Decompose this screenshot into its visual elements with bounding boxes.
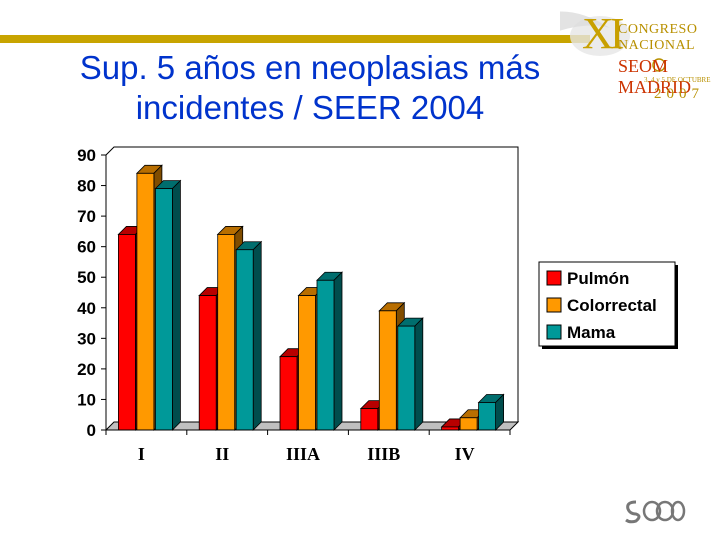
logo-line-seom: SEOM MADRID bbox=[618, 56, 692, 97]
x-axis: I II IIIA IIIB IV bbox=[105, 429, 511, 464]
bar-group bbox=[117, 164, 505, 431]
legend-swatch bbox=[546, 324, 562, 340]
bar bbox=[396, 317, 424, 431]
legend-swatch bbox=[546, 270, 562, 286]
legend-label: Colorrectal bbox=[567, 296, 657, 315]
bar bbox=[316, 271, 343, 431]
bar-front bbox=[235, 249, 254, 431]
bar-front bbox=[198, 295, 217, 431]
x-tick-label: I bbox=[138, 444, 145, 464]
bar bbox=[235, 240, 263, 431]
bar-front bbox=[279, 356, 298, 431]
bar-front bbox=[217, 234, 236, 431]
bar-front bbox=[459, 417, 478, 431]
x-tick-label: II bbox=[215, 444, 229, 464]
seom-small-logo bbox=[625, 500, 686, 524]
bar bbox=[154, 179, 182, 431]
bar bbox=[477, 393, 505, 431]
x-tick-label: IIIB bbox=[367, 444, 400, 464]
congress-logo: XI CONGRESO NACIONAL SEOM MADRID 3, 4 y … bbox=[560, 6, 720, 110]
y-tick-label: 60 bbox=[77, 238, 96, 257]
y-tick-label: 30 bbox=[77, 329, 96, 348]
legend-box bbox=[538, 261, 676, 347]
x-tick-label: IIIA bbox=[286, 444, 320, 464]
legend-label: Pulmón bbox=[567, 269, 629, 288]
legend: Pulmón Colorrectal Mama bbox=[538, 261, 678, 349]
bar-front bbox=[154, 188, 173, 431]
y-tick-label: 50 bbox=[77, 268, 96, 287]
logo-year: 2007 bbox=[654, 86, 704, 102]
legend-label: Mama bbox=[567, 323, 616, 342]
logo-dates: 3, 4 y 5 DE OCTUBRE bbox=[644, 76, 711, 84]
bar-front bbox=[316, 279, 335, 431]
logo-roman-numeral: XI bbox=[582, 9, 624, 58]
accent-bar bbox=[0, 35, 590, 43]
bar-front bbox=[397, 325, 416, 431]
logo-line-nacional: NACIONAL bbox=[618, 38, 696, 53]
logo-decoration bbox=[560, 11, 666, 72]
slide-title: Sup. 5 años en neoplasias más incidentes… bbox=[79, 49, 541, 126]
y-tick-label: 0 bbox=[87, 421, 96, 440]
y-tick-label: 20 bbox=[77, 360, 96, 379]
y-tick-label: 10 bbox=[77, 390, 96, 409]
y-tick-label: 80 bbox=[77, 177, 96, 196]
y-axis: 0 10 20 30 40 50 60 70 80 90 bbox=[77, 146, 107, 440]
bar-front bbox=[360, 408, 379, 431]
y-tick-label: 90 bbox=[77, 146, 96, 165]
logo-line-congreso: CONGRESO bbox=[618, 22, 698, 37]
bar-side bbox=[333, 271, 343, 431]
bar-front bbox=[298, 295, 316, 431]
bar-front bbox=[118, 234, 136, 431]
legend-swatch bbox=[546, 297, 562, 313]
bar-side bbox=[252, 240, 262, 431]
x-tick-label: IV bbox=[455, 444, 475, 464]
y-tick-label: 40 bbox=[77, 299, 96, 318]
bar-front bbox=[478, 402, 497, 431]
y-tick-label: 70 bbox=[77, 207, 96, 226]
bar-side bbox=[171, 179, 181, 431]
bar-front bbox=[136, 172, 155, 431]
bar-front bbox=[378, 310, 397, 431]
bar-side bbox=[414, 317, 424, 431]
